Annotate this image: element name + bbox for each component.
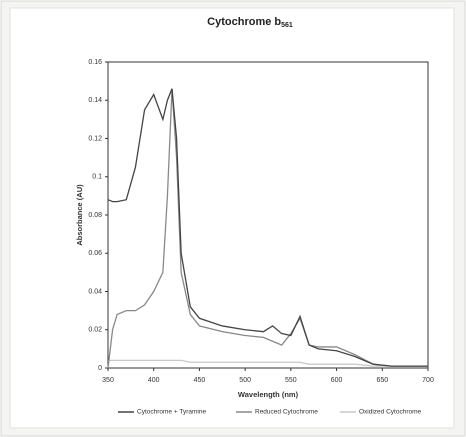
y-tick-label: 0.08 — [88, 212, 102, 219]
series-line — [108, 359, 428, 367]
chart-frame — [9, 7, 455, 429]
y-axis-title: Absorbance (AU) — [75, 184, 84, 246]
legend-label: Reduced Cytochrome — [255, 409, 318, 416]
x-tick-label: 550 — [285, 377, 297, 384]
x-tick-label: 500 — [239, 377, 251, 384]
legend-label: Oxidized Cytochrome — [359, 409, 422, 416]
x-tick-label: 650 — [376, 377, 388, 384]
y-tick-label: 0 — [98, 365, 102, 372]
x-tick-label: 600 — [331, 377, 343, 384]
series-line — [107, 88, 428, 367]
series-line — [107, 88, 428, 369]
x-tick-label: 350 — [102, 377, 114, 384]
legend-label: Cytochrome + Tyramine — [137, 409, 206, 416]
y-tick-label: 0.14 — [88, 97, 102, 104]
title-main: Cytochrome b — [207, 16, 281, 28]
x-tick-label: 700 — [422, 377, 434, 384]
y-tick-label: 0.12 — [88, 135, 102, 142]
x-tick-label: 450 — [194, 377, 206, 384]
chart-title: Cytochrome b561 — [207, 16, 293, 29]
y-tick-label: 0.16 — [88, 59, 102, 66]
x-axis-title: Wavelength (nm) — [238, 390, 299, 399]
y-tick-label: 0.02 — [88, 327, 102, 334]
y-tick-label: 0.06 — [88, 250, 102, 257]
x-tick-label: 400 — [148, 377, 160, 384]
title-subscript: 561 — [281, 22, 293, 29]
y-tick-label: 0.1 — [92, 174, 102, 181]
y-tick-label: 0.04 — [88, 288, 102, 295]
